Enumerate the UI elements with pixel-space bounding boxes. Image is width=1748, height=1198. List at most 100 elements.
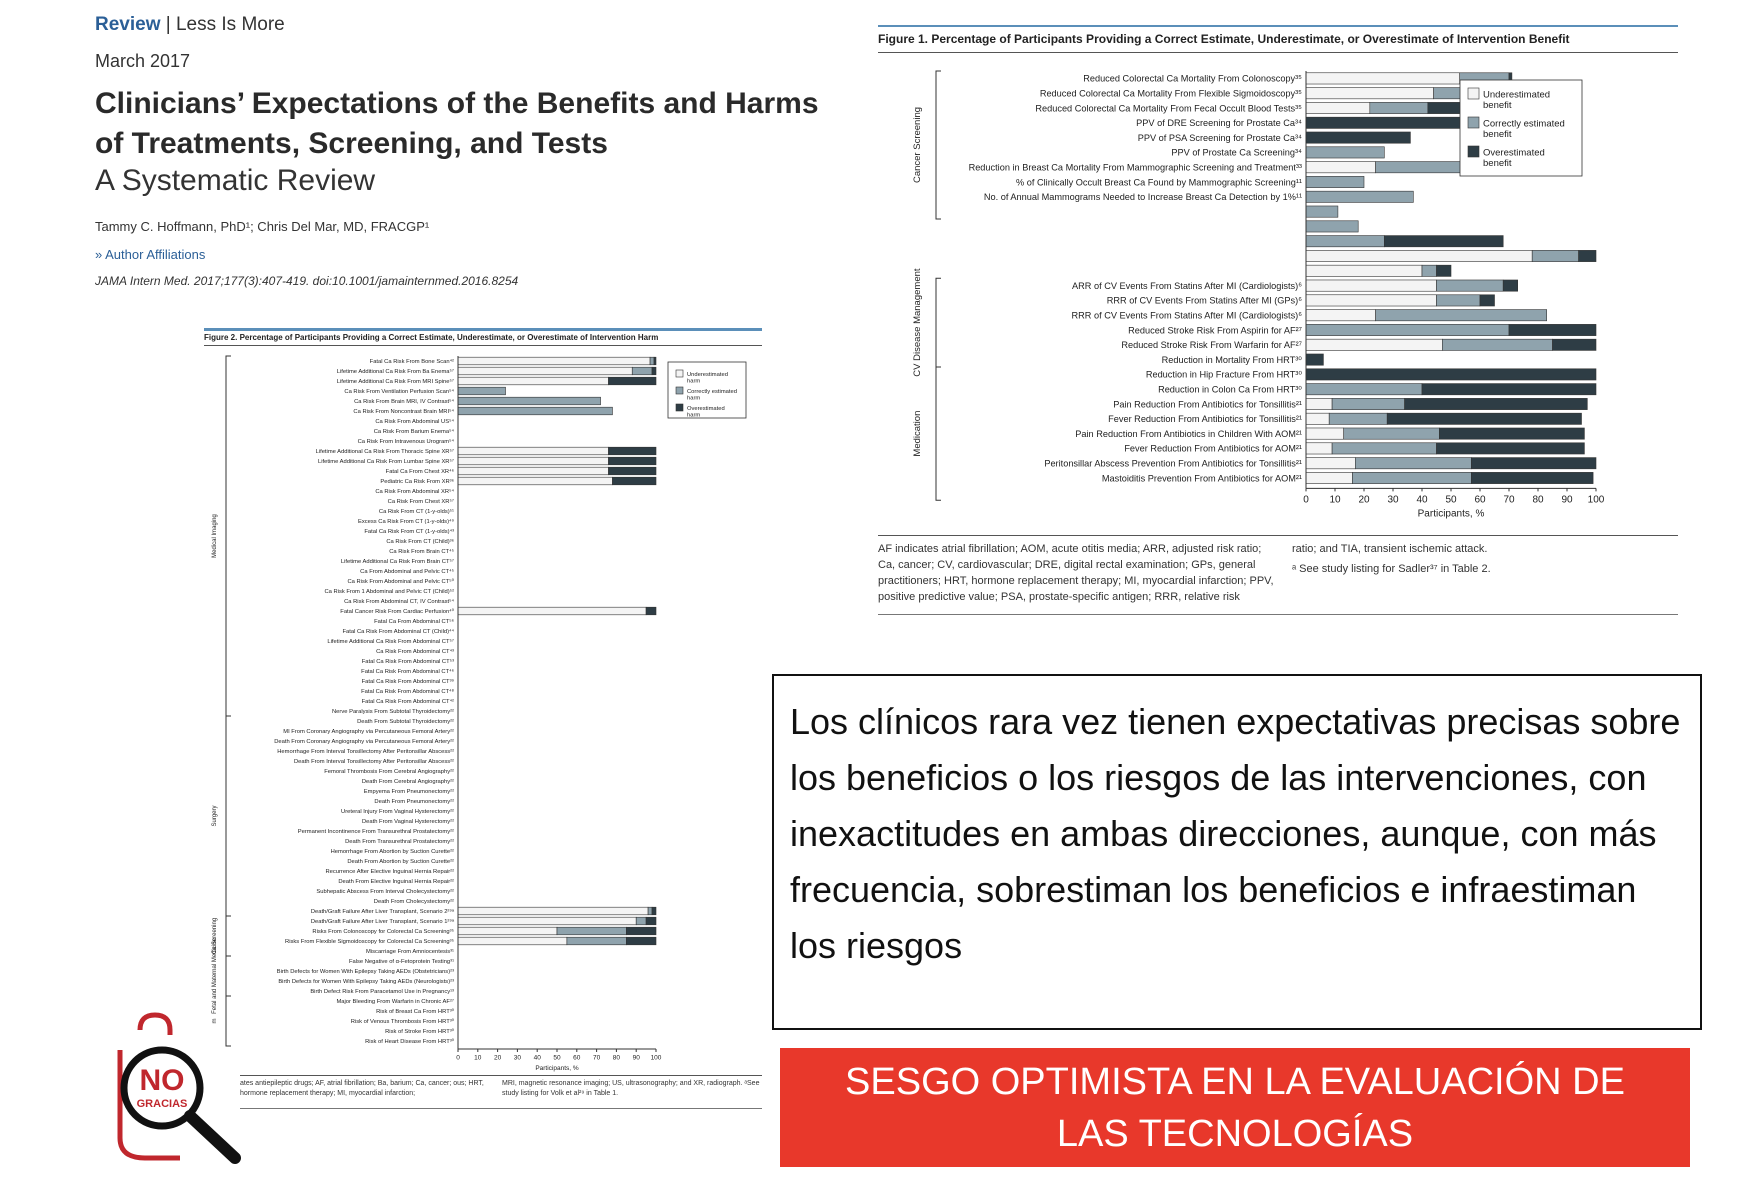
- bar-segment: [647, 906, 653, 916]
- legend-frame: [1459, 79, 1583, 177]
- bar-segment: [635, 916, 647, 926]
- bar-segment: [653, 356, 657, 366]
- bar-segment: [457, 476, 613, 486]
- category-label: Reduced Colorectal Ca Mortality From Fle…: [1040, 88, 1302, 98]
- category-label: Lifetime Additional Ca Risk From Thoraci…: [316, 448, 454, 455]
- article-authors: Tammy C. Hoffmann, PhD¹; Chris Del Mar, …: [95, 219, 430, 234]
- bar-segment: [1305, 368, 1597, 381]
- category-label: Ca Risk From Chest XR⁵⁷: [388, 498, 454, 505]
- category-label: Fatal Ca Risk From CT (1-y-olds)⁴³: [364, 528, 454, 535]
- x-tick-label: 40: [534, 1055, 542, 1062]
- category-label: Nerve Paralysis From Subtotal Thyroidect…: [332, 709, 454, 715]
- category-label: Risk of Heart Disease From HRT³⁰: [365, 1038, 455, 1045]
- bar-segment: [457, 906, 649, 916]
- category-label: Femoral Thrombosis From Cerebral Angiogr…: [324, 769, 454, 775]
- figure-benefits-title-rule: [878, 52, 1678, 53]
- x-tick-label: 70: [1503, 494, 1515, 505]
- x-tick-label: 80: [613, 1055, 621, 1062]
- bar-segment: [1305, 294, 1437, 307]
- bar-segment: [457, 356, 651, 366]
- article-subtitle: A Systematic Review: [95, 164, 376, 197]
- group-brace: [225, 355, 231, 717]
- group-label: Cancer Screening: [912, 107, 923, 183]
- x-tick-label: 50: [553, 1055, 561, 1062]
- category-label: ARR of CV Events From Statins After MI (…: [1072, 281, 1302, 291]
- bar-segment: [1421, 383, 1597, 396]
- bar-segment: [1305, 250, 1533, 262]
- x-tick-label: 30: [514, 1055, 522, 1062]
- category-label: Birth Defects for Women With Epilepsy Ta…: [277, 969, 454, 975]
- bar-segment: [1305, 279, 1437, 292]
- x-tick-label: 100: [651, 1055, 662, 1062]
- group-brace: [935, 277, 941, 368]
- bar-segment: [1479, 294, 1495, 307]
- logo-word-no: NO: [140, 1064, 185, 1097]
- bar-segment: [457, 926, 558, 936]
- bar-segment: [1578, 250, 1597, 262]
- bar-segment: [608, 446, 657, 456]
- bar-segment: [1305, 146, 1385, 159]
- category-label: Death From Transurethral Prostatectomy²²: [345, 839, 454, 845]
- category-label: Death From Coronary Angiography via Perc…: [274, 739, 454, 745]
- bar-segment: [1441, 338, 1553, 351]
- article-separator: |: [165, 14, 171, 35]
- category-label: Ca Risk From 1 Abdominal and Pelvic CT (…: [324, 588, 454, 595]
- figure-benefits-footnote-left: AF indicates atrial fibrillation; AOM, a…: [878, 543, 1274, 603]
- category-label: % of Clinically Occult Breast Ca Found b…: [1016, 177, 1302, 187]
- bar-segment: [1305, 442, 1333, 455]
- bar-segment: [1531, 250, 1579, 262]
- figure-harms-footnote-right: MRI, magnetic resonance imaging; US, ult…: [502, 1080, 760, 1097]
- legend-swatch: [675, 386, 684, 395]
- bar-segment: [457, 376, 609, 386]
- bar-segment: [457, 386, 506, 396]
- category-label: Ca Risk From Ventilation Perfusion Scan⁵…: [344, 388, 454, 395]
- bar-segment: [1352, 472, 1472, 484]
- category-label: Death From Elective Inguinal Hernia Repa…: [338, 879, 454, 885]
- bar-segment: [631, 366, 653, 376]
- bar-segment: [1305, 398, 1333, 410]
- category-label: Recurrence After Elective Inguinal Herni…: [325, 869, 454, 875]
- group-label: m: [212, 1019, 218, 1024]
- legend-label: harm: [687, 413, 700, 419]
- legend-label: Overestimated: [687, 406, 725, 412]
- legend-label: Underestimated: [687, 372, 728, 378]
- bar-segment: [1305, 338, 1443, 351]
- x-tick-label: 60: [573, 1055, 581, 1062]
- category-label: Fatal Ca From Abdominal CT⁵⁶: [374, 618, 454, 625]
- figure-benefits-title: Figure 1. Percentage of Participants Pro…: [878, 32, 1570, 46]
- bar-segment: [457, 406, 613, 416]
- figure-harms-footnote-left: ates antiepileptic drugs; AF, atrial fib…: [240, 1080, 484, 1097]
- x-tick-label: 10: [474, 1055, 482, 1062]
- banner-line-1: SESGO OPTIMISTA EN LA EVALUACIÓN DE: [845, 1060, 1625, 1103]
- figure-harms-footnote-rule: [240, 1075, 762, 1076]
- category-label: Death From Cerebral Angiography²²: [362, 779, 454, 785]
- bar-segment: [1305, 116, 1469, 129]
- author-affiliations-link[interactable]: » Author Affiliations: [95, 247, 205, 262]
- bar-segment: [1305, 412, 1330, 425]
- bar-segment: [457, 916, 637, 926]
- category-label: RRR of CV Events From Statins After MI (…: [1072, 310, 1303, 320]
- category-label: Peritonsillar Abscess Prevention From An…: [1044, 458, 1302, 468]
- category-label: PPV of DRE Screening for Prostate Ca³⁴: [1136, 118, 1302, 128]
- category-label: RRR of CV Events From Statins After MI (…: [1107, 296, 1302, 306]
- group-brace: [225, 955, 231, 997]
- x-tick-label: 50: [1445, 494, 1457, 505]
- bar-segment: [1436, 279, 1504, 292]
- article-kind[interactable]: Review: [95, 14, 161, 35]
- legend-label: benefit: [1483, 158, 1512, 169]
- category-label: Hemorrhage From Abortion by Suction Cure…: [331, 849, 454, 855]
- legend-label: Correctly estimated: [687, 389, 737, 395]
- category-label: Mastoiditis Prevention From Antibiotics …: [1102, 473, 1302, 483]
- bar-segment: [1343, 427, 1440, 440]
- x-tick-label: 20: [1358, 494, 1370, 505]
- conclusion-banner: SESGO OPTIMISTA EN LA EVALUACIÓN DE LAS …: [780, 1048, 1690, 1167]
- article-citation: JAMA Intern Med. 2017;177(3):407-419. do…: [95, 274, 519, 288]
- category-label: Fatal Cancer Risk From Cardiac Perfusion…: [340, 608, 454, 615]
- figure-harms-title-rule: [204, 345, 762, 346]
- x-axis-label: Participants, %: [535, 1065, 579, 1072]
- bar-segment: [1305, 190, 1414, 203]
- bar-segment: [1354, 457, 1472, 470]
- category-label: Fatal Ca Risk From Abdominal CT⁴⁶: [361, 668, 454, 675]
- category-label: Death From Interval Tonsillectomy After …: [294, 759, 454, 765]
- bar-segment: [1305, 131, 1411, 144]
